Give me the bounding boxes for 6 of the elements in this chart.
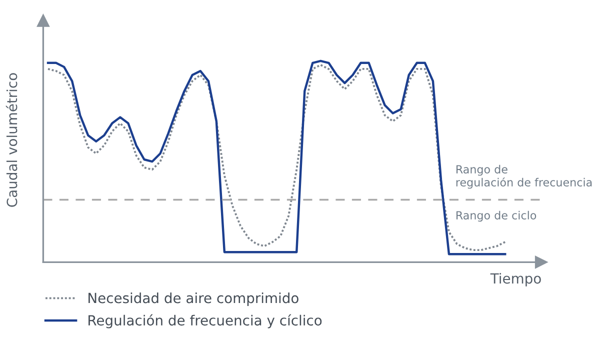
y-axis-title: Caudal volumétrico bbox=[6, 73, 18, 207]
ref-line-label: Rango de regulación de frecuencia bbox=[456, 164, 592, 189]
annotation: Rango de ciclo bbox=[456, 210, 536, 222]
x-axis-title: Tiempo bbox=[490, 272, 541, 286]
legend-label: Necesidad de aire comprimido bbox=[88, 292, 298, 306]
legend-label: Regulación de frecuencia y cíclico bbox=[88, 314, 322, 328]
